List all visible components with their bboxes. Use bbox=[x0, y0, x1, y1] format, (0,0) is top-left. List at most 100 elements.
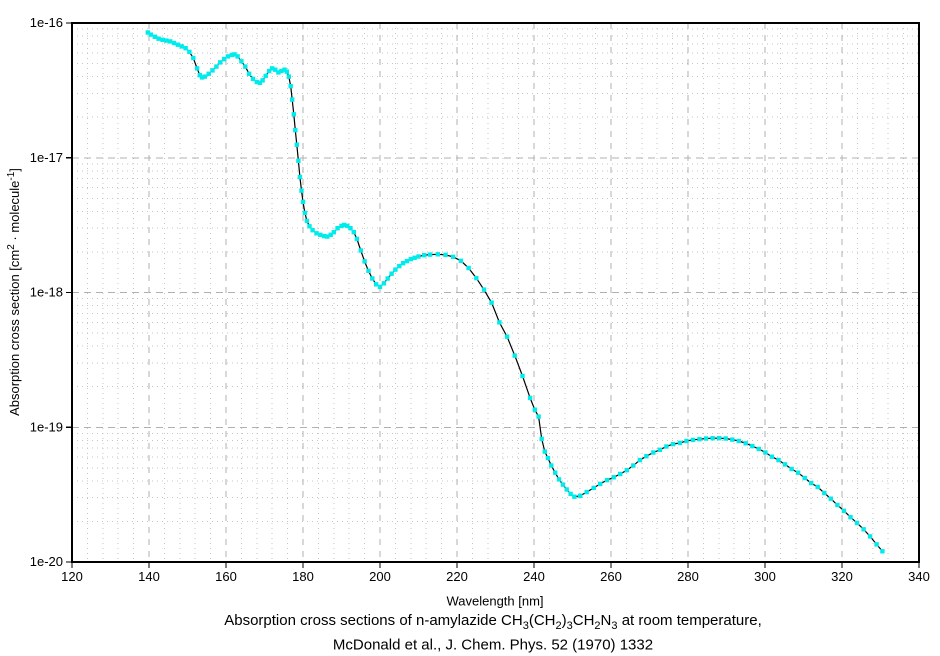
spectrum-marker bbox=[229, 52, 234, 58]
spectrum-marker bbox=[539, 436, 544, 442]
spectrum-marker bbox=[318, 232, 323, 237]
spectrum-marker bbox=[373, 282, 379, 287]
spectrum-marker bbox=[690, 437, 696, 443]
spectrum-marker bbox=[260, 78, 265, 83]
subscript: 3 bbox=[566, 620, 573, 632]
superscript: 2 bbox=[5, 244, 17, 250]
spectrum-marker bbox=[450, 254, 456, 259]
spectrum-marker bbox=[291, 112, 296, 117]
spectrum-marker bbox=[723, 436, 728, 441]
spectrum-marker bbox=[239, 59, 244, 64]
spectrum-marker bbox=[556, 477, 562, 482]
text-run: (CH bbox=[528, 612, 556, 629]
spectrum-marker bbox=[611, 475, 616, 480]
spectrum-marker bbox=[400, 261, 406, 266]
spectrum-marker bbox=[710, 436, 715, 441]
spectrum-marker bbox=[286, 74, 291, 79]
spectrum-marker bbox=[651, 450, 656, 455]
spectrum-marker bbox=[366, 268, 371, 273]
spectrum-marker bbox=[210, 68, 215, 73]
spectrum-marker bbox=[553, 470, 558, 475]
spectrum-marker bbox=[160, 37, 165, 42]
spectrum-marker bbox=[809, 480, 814, 486]
spectrum-marker bbox=[568, 491, 573, 497]
x-tick-label: 160 bbox=[215, 569, 237, 584]
spectrum-marker bbox=[225, 54, 231, 59]
spectrum-marker bbox=[512, 353, 517, 358]
subscript: 3 bbox=[611, 620, 618, 632]
y-axis-title: Absorption cross section [cm2 · molecule… bbox=[6, 168, 22, 416]
spectrum-marker bbox=[257, 80, 263, 85]
x-tick-label: 260 bbox=[600, 569, 622, 584]
spectrum-marker bbox=[854, 520, 860, 526]
spectrum-marker bbox=[835, 502, 840, 508]
x-axis-title: Wavelength [nm] bbox=[446, 593, 544, 609]
spectrum-marker bbox=[206, 71, 211, 76]
x-tick-label: 300 bbox=[754, 569, 776, 584]
spectrum-marker bbox=[354, 236, 360, 242]
spectrum-marker bbox=[763, 450, 768, 455]
spectrum-marker bbox=[769, 454, 775, 459]
spectrum-marker bbox=[684, 438, 689, 444]
spectrum-marker bbox=[416, 254, 421, 259]
spectrum-marker bbox=[458, 258, 464, 263]
x-tick-label: 280 bbox=[677, 569, 699, 584]
spectrum-marker bbox=[802, 475, 807, 481]
spectrum-marker bbox=[270, 66, 275, 71]
spectrum-marker bbox=[304, 218, 310, 224]
spectrum-marker bbox=[536, 414, 541, 419]
x-tick-label: 140 bbox=[138, 569, 160, 584]
y-tick-label: 1e-18 bbox=[30, 285, 63, 300]
spectrum-marker bbox=[408, 256, 413, 262]
caption-line-2: McDonald et al., J. Chem. Phys. 52 (1970… bbox=[332, 636, 654, 654]
spectrum-marker bbox=[730, 437, 735, 442]
spectrum-marker bbox=[618, 471, 623, 477]
x-tick-label: 180 bbox=[292, 569, 314, 584]
spectrum-marker bbox=[874, 542, 879, 547]
spectrum-marker bbox=[697, 437, 702, 442]
x-tick-label: 240 bbox=[523, 569, 545, 584]
text-run: ] bbox=[7, 168, 23, 172]
spectrum-marker bbox=[598, 481, 603, 487]
spectrum-marker bbox=[504, 334, 510, 339]
spectrum-marker bbox=[348, 226, 353, 231]
spectrum-marker bbox=[235, 54, 240, 59]
spectrum-marker bbox=[750, 443, 755, 449]
spectrum-marker bbox=[221, 56, 227, 62]
spectrum-marker bbox=[743, 441, 748, 446]
spectrum-marker bbox=[489, 300, 494, 305]
spectrum-marker bbox=[362, 259, 367, 264]
spectrum-marker bbox=[782, 462, 788, 467]
spectrum-marker bbox=[520, 373, 525, 379]
spectrum-marker bbox=[560, 482, 566, 487]
spectrum-marker bbox=[370, 276, 375, 281]
spectrum-marker bbox=[412, 255, 417, 260]
spectrum-marker bbox=[389, 271, 394, 276]
spectrum-marker bbox=[152, 34, 157, 39]
spectrum-marker bbox=[175, 42, 181, 47]
spectrum-marker bbox=[183, 46, 188, 51]
spectrum-marker bbox=[591, 485, 596, 491]
x-tick-label: 120 bbox=[61, 569, 83, 584]
spectrum-line bbox=[147, 32, 883, 552]
spectrum-marker bbox=[822, 490, 827, 496]
spectrum-marker bbox=[345, 223, 350, 229]
text-run: Absorption cross sections of n-amylazide… bbox=[224, 612, 523, 629]
spectrum-marker bbox=[232, 52, 237, 57]
spectrum-marker bbox=[717, 436, 722, 441]
spectrum-marker bbox=[466, 265, 471, 271]
text-run: CH bbox=[572, 612, 595, 629]
spectrum-marker bbox=[202, 74, 207, 79]
spectrum-marker bbox=[288, 83, 293, 89]
spectrum-marker bbox=[266, 68, 272, 74]
spectrum-marker bbox=[815, 484, 820, 490]
spectrum-marker bbox=[381, 281, 387, 286]
spectrum-marker bbox=[187, 49, 192, 55]
spectrum-marker bbox=[527, 395, 533, 401]
spectrum-marker bbox=[848, 515, 853, 520]
spectrum-marker bbox=[296, 158, 301, 163]
spectrum-marker bbox=[397, 263, 402, 269]
spectrum-marker bbox=[474, 275, 479, 281]
superscript: -1 bbox=[5, 171, 17, 181]
